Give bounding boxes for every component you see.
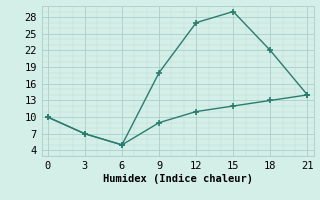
X-axis label: Humidex (Indice chaleur): Humidex (Indice chaleur) <box>103 174 252 184</box>
